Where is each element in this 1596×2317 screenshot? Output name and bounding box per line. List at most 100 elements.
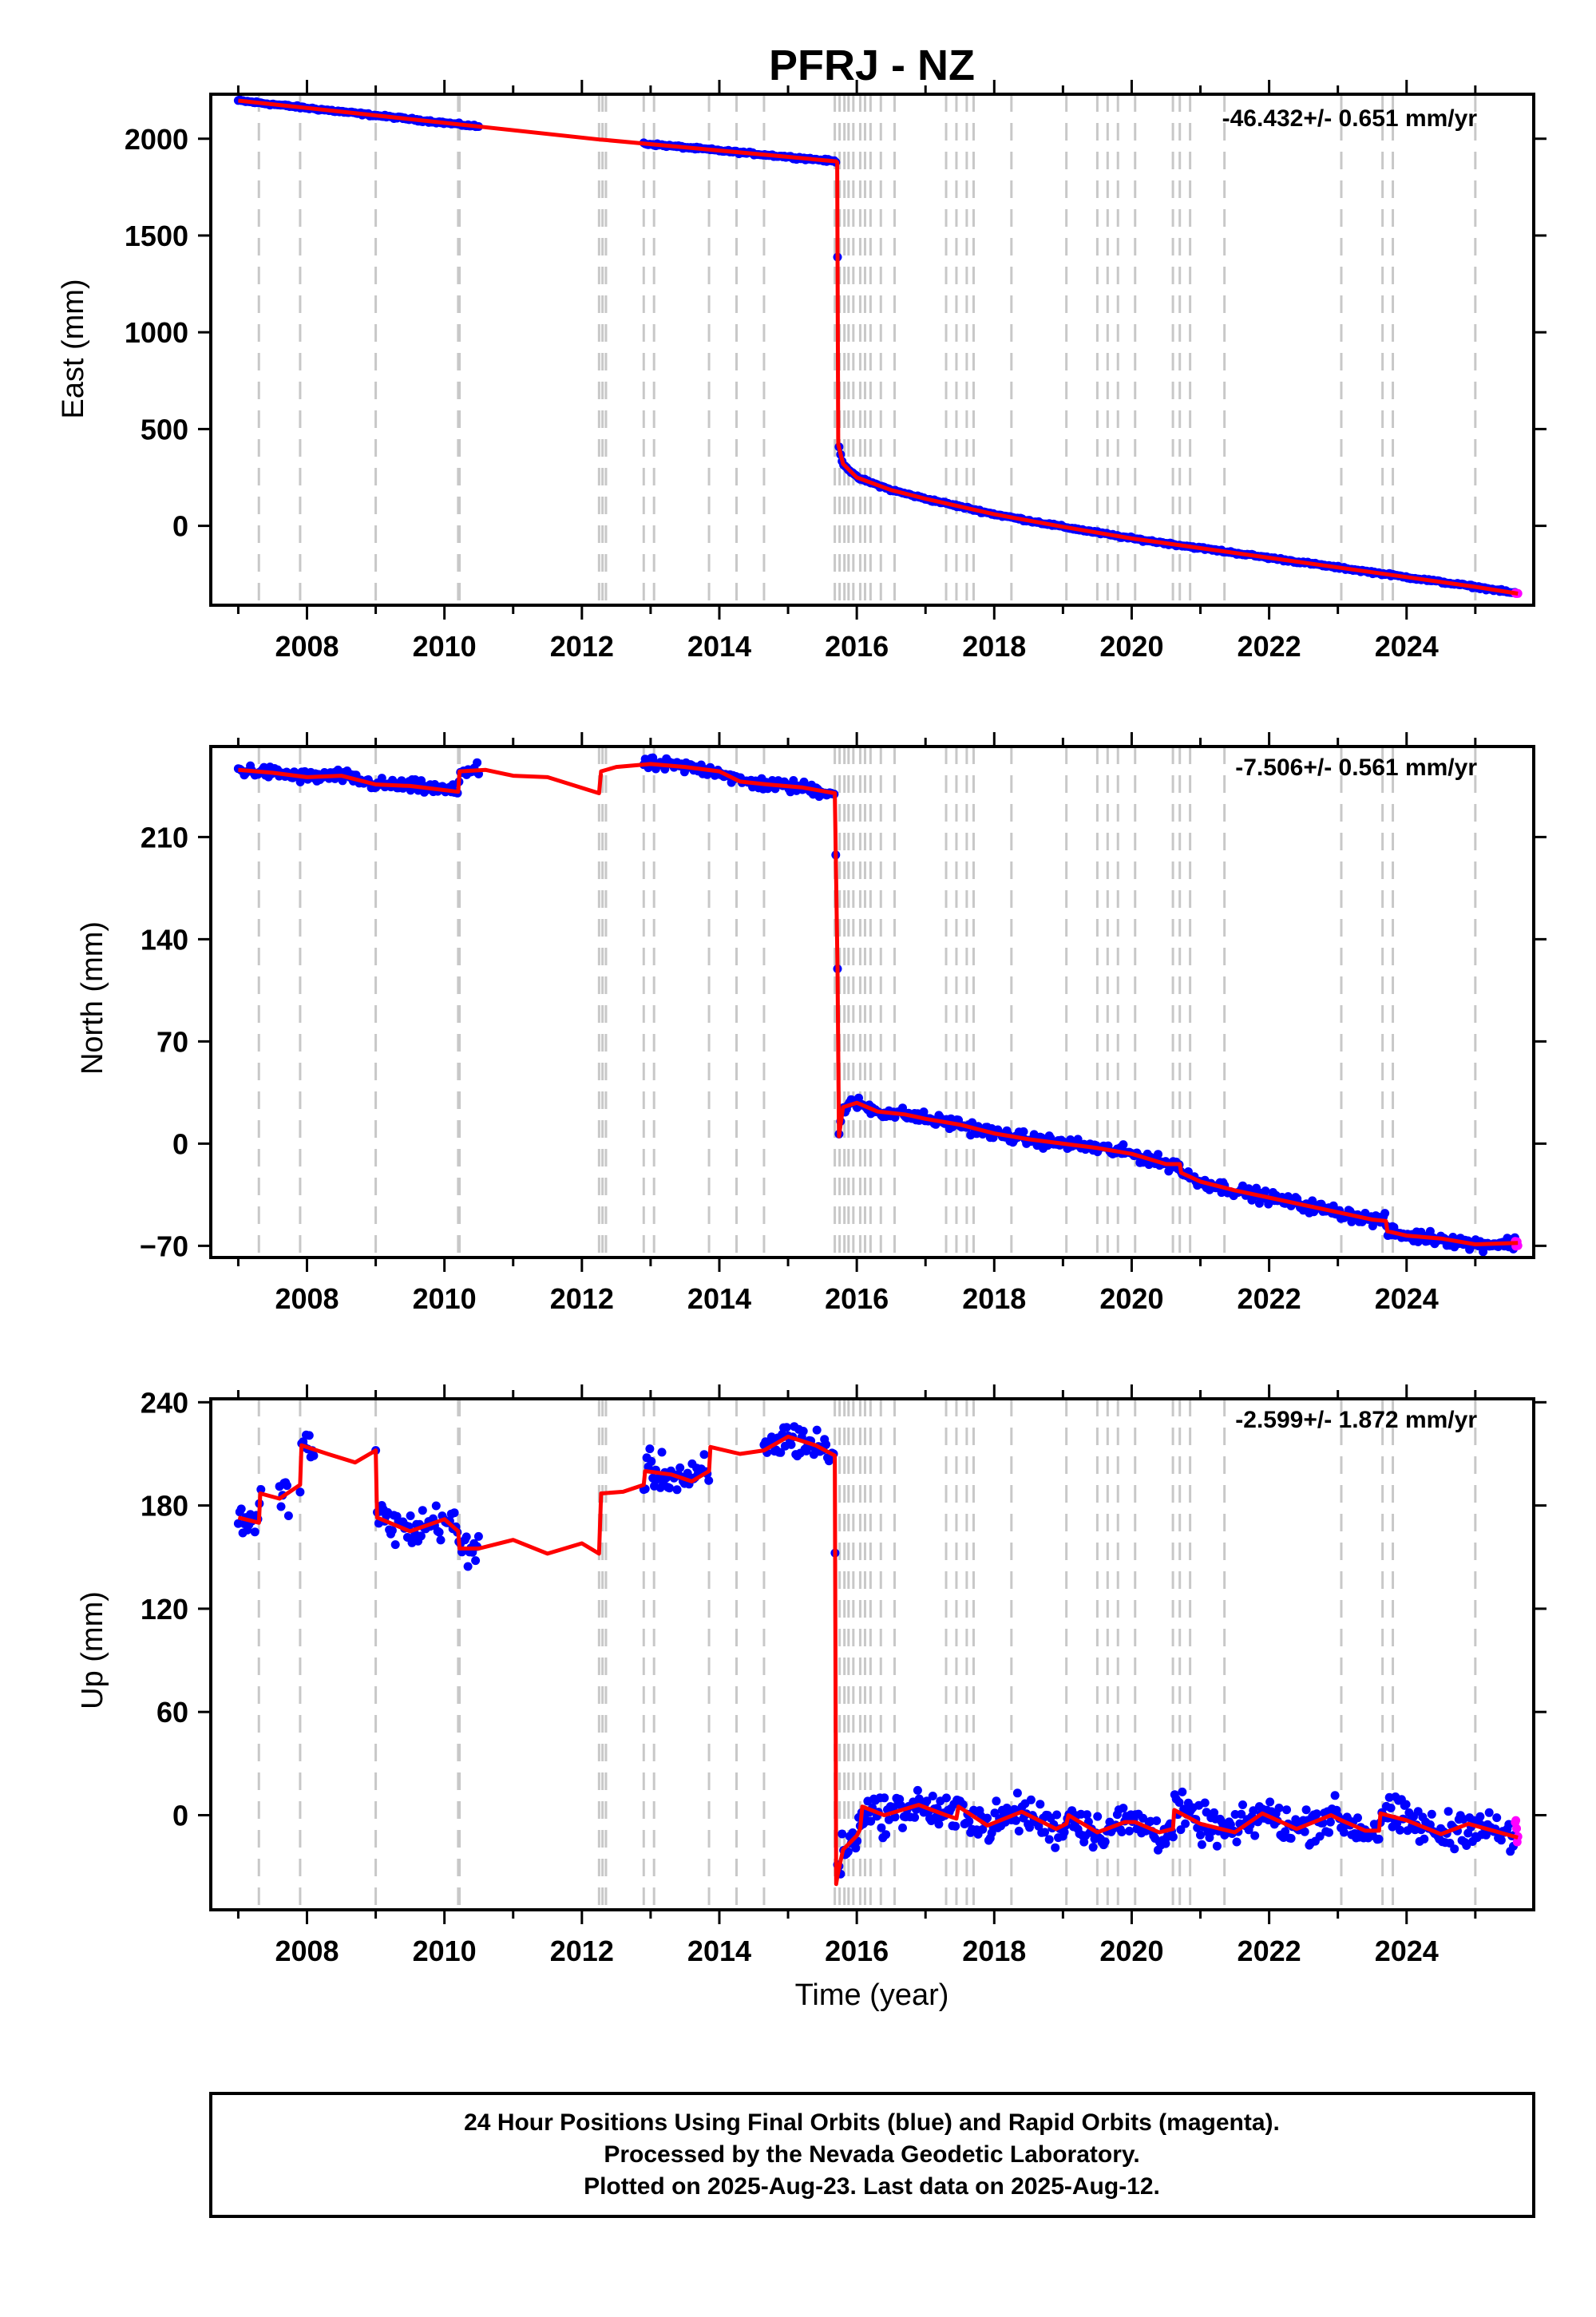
final-point	[256, 1485, 266, 1494]
final-point	[951, 1821, 960, 1831]
y-tick-label: 0	[172, 1799, 188, 1832]
final-point	[431, 1501, 441, 1511]
final-point	[1301, 1805, 1311, 1815]
final-point	[1427, 1809, 1436, 1819]
final-point	[992, 1796, 1001, 1806]
final-point	[978, 1824, 988, 1834]
final-point	[1392, 1819, 1402, 1828]
final-point	[645, 1444, 655, 1454]
final-point	[675, 1463, 685, 1472]
final-point	[910, 1812, 920, 1822]
x-tick-label: 2016	[825, 630, 889, 663]
plot-frame	[209, 745, 1535, 1259]
final-point	[1014, 1826, 1024, 1836]
rapid-point	[1511, 1816, 1521, 1825]
final-point	[1196, 1830, 1205, 1840]
final-point	[461, 1532, 471, 1542]
north-event-lines	[257, 747, 1477, 1258]
x-tick-label: 2016	[825, 1282, 889, 1315]
final-point	[934, 1820, 944, 1829]
final-point	[309, 1451, 319, 1460]
final-point	[1481, 1830, 1491, 1840]
final-point	[304, 1431, 314, 1440]
final-point	[1492, 1813, 1502, 1823]
final-point	[1261, 1186, 1270, 1196]
final-point	[1026, 1795, 1036, 1804]
final-point	[913, 1785, 922, 1795]
final-point	[1044, 1835, 1054, 1844]
east-rate-label: -46.432+/- 0.651 mm/yr	[1222, 105, 1478, 132]
final-point	[1181, 1819, 1190, 1828]
x-tick-label: 2022	[1238, 1935, 1301, 1967]
final-point	[436, 1535, 446, 1545]
up-event-lines	[257, 1399, 1477, 1910]
final-point	[1238, 1800, 1247, 1809]
final-point	[1040, 1828, 1049, 1837]
final-point	[890, 1812, 900, 1822]
x-tick-label: 2022	[1238, 1282, 1301, 1315]
final-point	[418, 1506, 427, 1515]
east-data-points	[233, 95, 1523, 598]
east-model	[238, 98, 1519, 596]
x-tick-label: 2008	[275, 630, 339, 663]
final-point	[866, 1816, 876, 1826]
final-point	[922, 1796, 932, 1806]
east-event-lines	[257, 94, 1477, 605]
final-point	[1205, 1833, 1214, 1843]
final-point	[1168, 1832, 1178, 1842]
north-data-points	[233, 753, 1523, 1257]
x-tick-label: 2018	[962, 1935, 1026, 1967]
final-point	[843, 1847, 853, 1856]
final-point	[1073, 1135, 1083, 1144]
final-point	[1083, 1810, 1091, 1820]
up-data-points	[233, 1422, 1523, 1879]
x-tick-label: 2012	[550, 630, 614, 663]
final-point	[1197, 1840, 1206, 1849]
final-point	[983, 1813, 992, 1823]
y-tick-label: 120	[141, 1593, 188, 1626]
final-point	[699, 1450, 709, 1460]
x-tick-label: 2020	[1099, 1282, 1163, 1315]
final-point	[283, 1481, 291, 1491]
model-line	[238, 762, 1519, 1246]
final-point	[1300, 1827, 1309, 1836]
up-rate-label: -2.599+/- 1.872 mm/yr	[1235, 1407, 1477, 1433]
x-tick-label: 2022	[1238, 630, 1301, 663]
final-point	[1125, 1826, 1134, 1836]
x-tick-label: 2010	[413, 1282, 477, 1315]
model-line	[237, 1434, 1519, 1887]
final-point	[387, 1526, 397, 1535]
east-panel: 2008 2010 2012 2014 2016 2018 2020 2022 2024 0 500…	[57, 80, 1546, 663]
final-point	[776, 1448, 786, 1457]
x-tick-label: 2014	[687, 1282, 751, 1315]
caption-box: 24 Hour Positions Using Final Orbits (bl…	[209, 2092, 1535, 2218]
x-tick-label: 2024	[1375, 630, 1439, 663]
final-point	[416, 1531, 426, 1541]
y-tick-label: 60	[156, 1696, 188, 1729]
final-point	[838, 1829, 847, 1839]
final-point	[1479, 1247, 1488, 1257]
y-tick-label: 1000	[125, 316, 188, 349]
final-point	[1178, 1787, 1187, 1796]
final-point	[1212, 1841, 1222, 1851]
caption-line-2: Processed by the Nevada Geodetic Laborat…	[604, 2141, 1139, 2168]
final-point	[1152, 1816, 1162, 1825]
north-panel: 2008 2010 2012 2014 2016 2018 2020 2022 2024 −70 0…	[76, 732, 1546, 1315]
y-tick-label: 210	[141, 821, 188, 854]
east-y-axis-label: East (mm)	[57, 279, 90, 418]
y-tick-label: 2000	[125, 123, 188, 156]
final-point	[1176, 1825, 1186, 1835]
final-point	[851, 1844, 861, 1853]
east-axes: 2008 2010 2012 2014 2016 2018 2020 2022 2024 0 500…	[125, 80, 1546, 663]
y-tick-label: 140	[141, 923, 188, 956]
final-point	[1420, 1834, 1429, 1844]
final-point	[880, 1793, 889, 1803]
x-tick-label: 2016	[825, 1935, 889, 1967]
x-tick-label: 2012	[550, 1282, 614, 1315]
x-axis-label: Time (year)	[795, 1978, 949, 2012]
final-point	[1329, 1201, 1338, 1210]
final-point	[1254, 1198, 1264, 1208]
final-point	[1325, 1817, 1335, 1827]
final-point	[877, 1823, 886, 1832]
final-point	[434, 1527, 444, 1537]
